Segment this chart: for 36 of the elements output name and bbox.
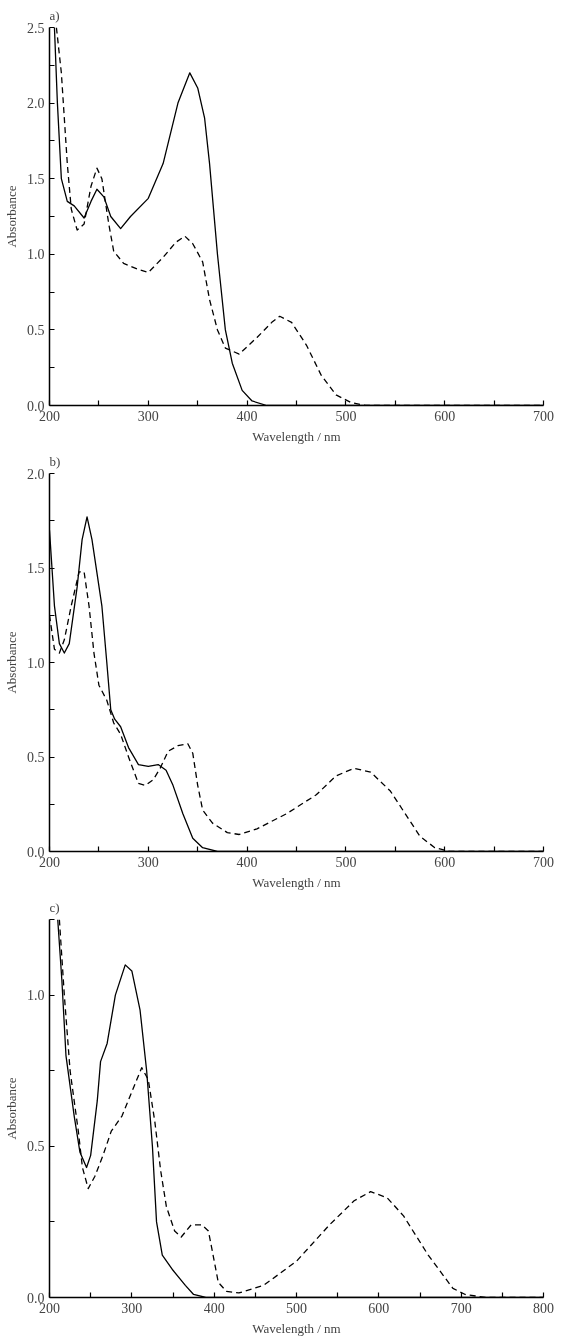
x-tick-label: 300 xyxy=(121,1300,143,1316)
y-axis-title: Absorbance xyxy=(4,1077,19,1140)
x-axis-title: Wavelength / nm xyxy=(252,1320,341,1336)
y-tick-label: 0.5 xyxy=(27,750,45,765)
x-tick-label: 700 xyxy=(533,408,554,424)
chart-title: a) xyxy=(49,7,60,23)
x-tick-label: 600 xyxy=(434,854,456,870)
y-tick-label: 0.5 xyxy=(27,322,45,338)
chart-title: b) xyxy=(49,453,61,469)
x-axis-title: Wavelength / nm xyxy=(252,874,341,890)
x-tick-label: 800 xyxy=(533,1300,554,1316)
y-tick-label: 2.0 xyxy=(27,96,45,112)
y-tick-label: 1.5 xyxy=(27,171,45,187)
chart-title: c) xyxy=(49,899,60,915)
y-axis-title: Absorbance xyxy=(4,185,19,248)
x-tick-label: 600 xyxy=(368,1300,390,1316)
x-tick-label: 400 xyxy=(236,854,258,870)
y-tick-label: 1.0 xyxy=(27,655,45,671)
x-tick-label: 500 xyxy=(286,1300,307,1316)
y-tick-label: 2.0 xyxy=(27,466,45,482)
x-tick-label: 300 xyxy=(137,854,159,870)
y-axis-title: Absorbance xyxy=(4,631,19,694)
x-tick-label: 400 xyxy=(236,408,258,424)
y-tick-label: 1.0 xyxy=(27,247,45,263)
y-tick-label: 2.5 xyxy=(27,20,45,36)
x-tick-label: 600 xyxy=(434,408,456,424)
x-tick-label: 500 xyxy=(335,854,357,870)
y-tick-label: 1.0 xyxy=(27,988,45,1004)
x-tick-label: 700 xyxy=(533,854,554,870)
x-tick-label: 300 xyxy=(137,408,159,424)
x-tick-label: 700 xyxy=(450,1300,472,1316)
y-tick-label: 0.5 xyxy=(27,1139,45,1155)
x-axis-title: Wavelength / nm xyxy=(252,428,341,444)
x-tick-label: 400 xyxy=(203,1300,225,1316)
x-tick-label: 500 xyxy=(335,408,357,424)
y-tick-label: 1.5 xyxy=(27,561,45,576)
